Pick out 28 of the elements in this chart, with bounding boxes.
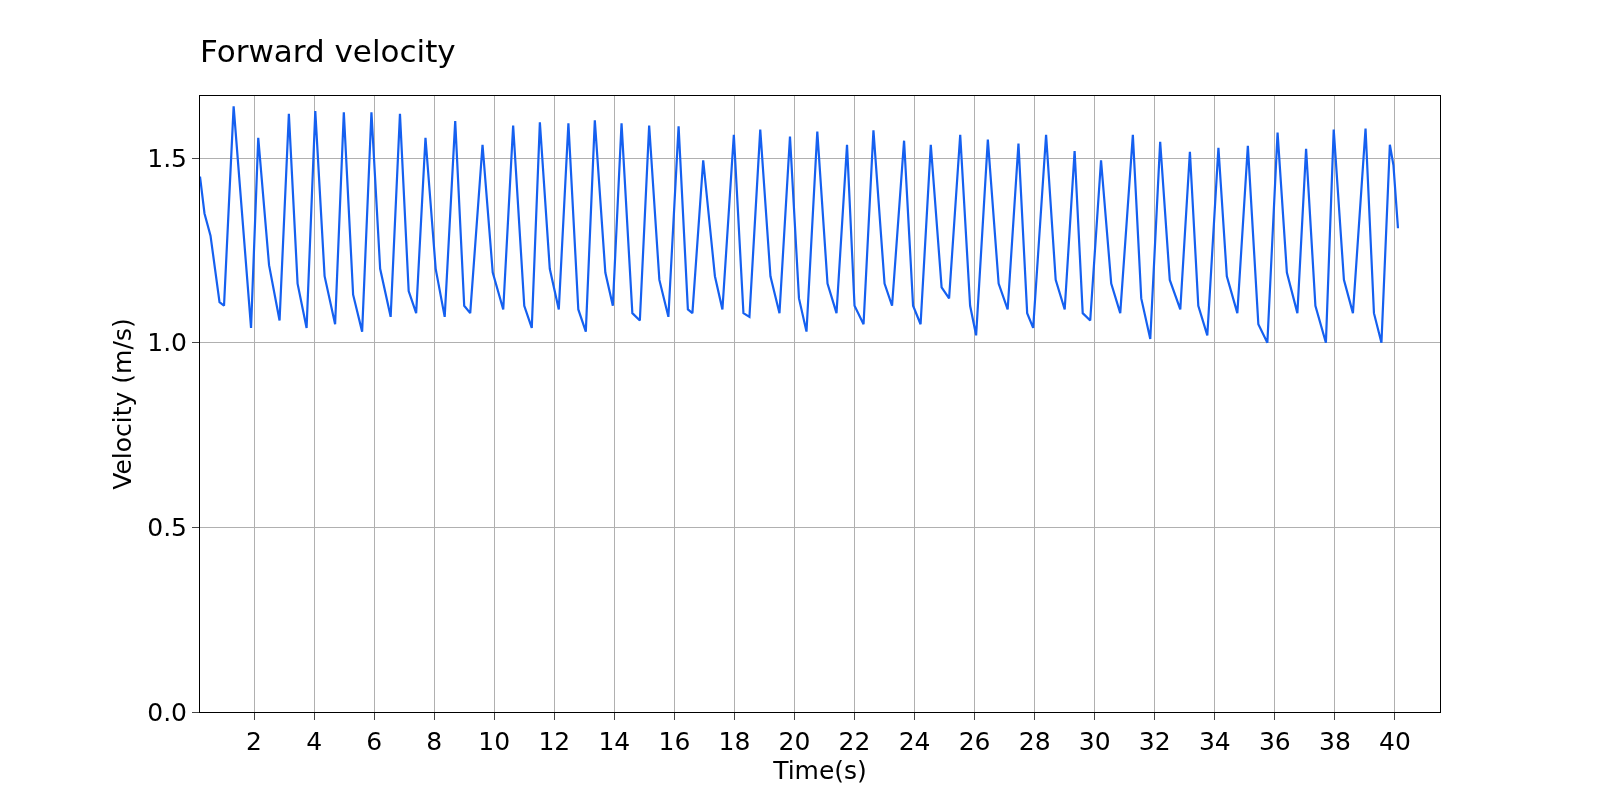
x-tick-label: 4: [306, 727, 323, 756]
x-tick-label: 34: [1198, 727, 1231, 756]
x-tick-label: 24: [898, 727, 931, 756]
chart-title: Forward velocity: [200, 33, 456, 69]
x-tick-label: 30: [1078, 727, 1111, 756]
x-tick-label: 38: [1319, 727, 1351, 756]
x-tick-label: 32: [1138, 727, 1171, 756]
x-tick-label: 18: [718, 727, 751, 756]
x-tick-label: 6: [366, 727, 383, 756]
x-tick-label: 10: [478, 727, 511, 756]
x-tick-label: 8: [426, 727, 443, 756]
x-tick-label: 16: [658, 727, 691, 756]
y-tick-label: 1.0: [147, 328, 187, 358]
y-tick-label: 0.0: [147, 697, 187, 727]
x-tick-label: 40: [1379, 727, 1411, 756]
line-series: [200, 105, 1400, 344]
x-tick-label: 36: [1258, 727, 1291, 756]
x-tick-label: 12: [538, 727, 571, 756]
x-tick-label: 26: [958, 727, 991, 756]
x-axis-title: Time(s): [772, 756, 867, 785]
y-axis-title: Velocity (m/s): [107, 318, 137, 490]
x-tick-label: 22: [838, 727, 871, 756]
x-tick-label: 28: [1018, 727, 1051, 756]
y-tick-label: 1.5: [147, 143, 187, 173]
x-tick-label: 20: [778, 727, 811, 756]
x-tick-label: 14: [598, 727, 631, 756]
x-tick-label: 2: [246, 727, 262, 756]
y-tick-label: 0.5: [147, 513, 187, 543]
